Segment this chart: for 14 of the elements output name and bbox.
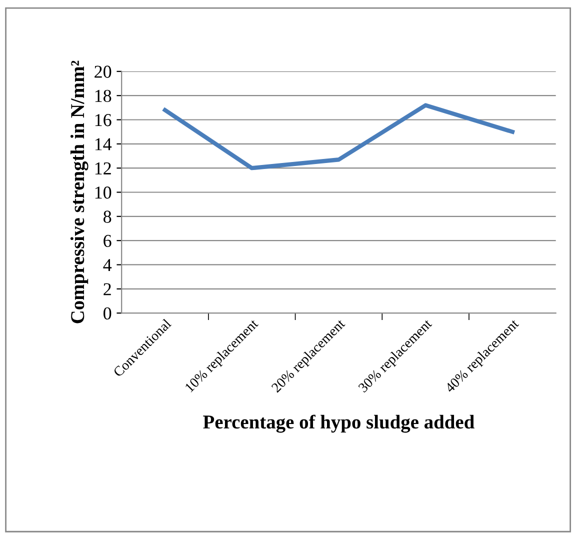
y-tick-label: 14 — [95, 138, 112, 150]
line-series — [162, 103, 514, 170]
y-tick-label: 0 — [104, 307, 112, 320]
y-tick-label: 12 — [95, 162, 111, 174]
y-tick-label: 2 — [104, 283, 111, 296]
y-tick-label: 16 — [95, 114, 112, 126]
x-axis-title: Percentage of hypo sludge added — [203, 414, 474, 433]
y-tick-label: 18 — [95, 90, 112, 102]
y-axis-title: Compressive strength in N/mm² — [70, 60, 88, 324]
y-tick-label: 8 — [104, 210, 112, 223]
y-tick-label: 20 — [94, 66, 112, 78]
y-tick-label: 10 — [95, 186, 112, 199]
y-tick-label: 4 — [103, 259, 112, 272]
y-tick-label: 6 — [104, 234, 112, 248]
